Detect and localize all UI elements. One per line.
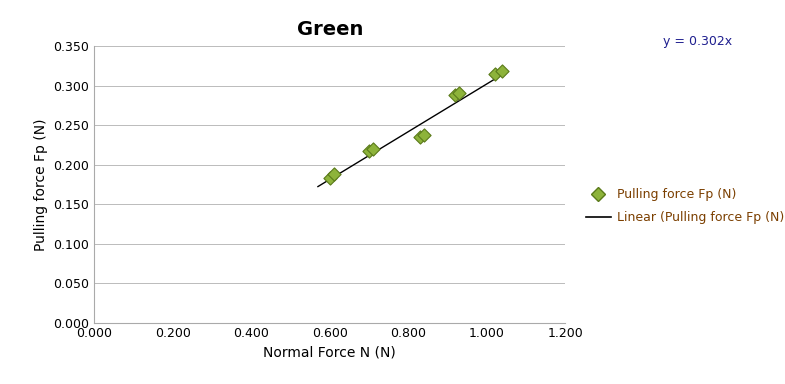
Point [323,175,336,181]
X-axis label: Normal Force N (N): Normal Force N (N) [263,346,396,360]
Point [367,146,379,152]
Point [363,148,375,154]
Point [496,68,509,74]
Point [453,89,466,96]
Point [418,131,430,137]
Y-axis label: Pulling force Fp (N): Pulling force Fp (N) [34,118,48,251]
Point [414,134,426,140]
Title: Green: Green [297,20,363,39]
Point [327,171,340,177]
Legend: Pulling force Fp (N), Linear (Pulling force Fp (N)): Pulling force Fp (N), Linear (Pulling fo… [581,184,785,229]
Text: y = 0.302x: y = 0.302x [663,35,732,48]
Point [488,71,501,77]
Point [449,92,462,98]
